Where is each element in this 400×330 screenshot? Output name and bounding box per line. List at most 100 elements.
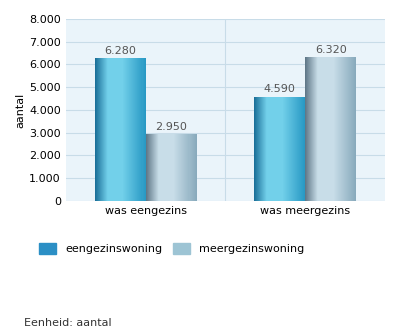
Bar	[353, 57, 354, 201]
Bar	[140, 58, 141, 201]
Bar	[170, 134, 171, 201]
Bar	[190, 134, 192, 201]
Bar	[327, 57, 328, 201]
Bar	[169, 134, 170, 201]
Bar	[190, 134, 191, 201]
Bar	[349, 57, 350, 201]
Bar	[290, 97, 291, 201]
Bar	[183, 134, 184, 201]
Bar	[111, 58, 112, 201]
Bar	[130, 58, 132, 201]
Bar	[138, 58, 140, 201]
Text: Eenheid: aantal: Eenheid: aantal	[24, 318, 112, 328]
Bar	[286, 97, 287, 201]
Bar	[154, 134, 155, 201]
Bar	[332, 57, 333, 201]
Bar	[265, 97, 266, 201]
Bar	[259, 97, 260, 201]
Bar	[192, 134, 193, 201]
Bar	[173, 134, 174, 201]
Bar	[294, 97, 295, 201]
Bar	[103, 58, 104, 201]
Bar	[158, 134, 159, 201]
Bar	[270, 97, 271, 201]
Bar	[278, 97, 279, 201]
Bar	[355, 57, 356, 201]
Bar	[194, 134, 195, 201]
Bar	[264, 97, 266, 201]
Bar	[280, 97, 281, 201]
Bar	[263, 97, 264, 201]
Bar	[106, 58, 107, 201]
Bar	[144, 58, 146, 201]
Bar	[262, 97, 264, 201]
Bar	[127, 58, 128, 201]
Legend: eengezinswoning, meergezinswoning: eengezinswoning, meergezinswoning	[40, 243, 304, 254]
Bar	[162, 134, 163, 201]
Bar	[120, 58, 121, 201]
Bar	[172, 134, 173, 201]
Bar	[109, 58, 110, 201]
Bar	[307, 57, 308, 201]
Bar	[148, 134, 149, 201]
Bar	[311, 57, 312, 201]
Bar	[325, 57, 326, 201]
Bar	[288, 97, 289, 201]
Bar	[136, 58, 138, 201]
Bar	[98, 58, 99, 201]
Bar	[107, 58, 108, 201]
Bar	[282, 97, 283, 201]
Bar	[261, 97, 262, 201]
Bar	[333, 57, 334, 201]
Bar	[336, 57, 337, 201]
Bar	[318, 57, 320, 201]
Bar	[125, 58, 126, 201]
Bar	[348, 57, 349, 201]
Bar	[152, 134, 153, 201]
Bar	[340, 57, 341, 201]
Bar	[281, 97, 282, 201]
Bar	[167, 134, 168, 201]
Bar	[260, 97, 262, 201]
Bar	[299, 97, 300, 201]
Bar	[98, 58, 100, 201]
Bar	[293, 97, 294, 201]
Text: 4.590: 4.590	[264, 84, 296, 94]
Bar	[266, 97, 268, 201]
Bar	[186, 134, 188, 201]
Y-axis label: aantal: aantal	[15, 92, 25, 128]
Bar	[163, 134, 164, 201]
Bar	[108, 58, 109, 201]
Bar	[337, 57, 338, 201]
Bar	[149, 134, 150, 201]
Bar	[159, 134, 160, 201]
Bar	[276, 97, 277, 201]
Bar	[274, 97, 276, 201]
Bar	[330, 57, 331, 201]
Bar	[150, 134, 151, 201]
Bar	[283, 97, 284, 201]
Bar	[177, 134, 178, 201]
Bar	[305, 57, 306, 201]
Bar	[168, 134, 169, 201]
Bar	[165, 134, 166, 201]
Bar	[298, 97, 299, 201]
Bar	[144, 58, 145, 201]
Bar	[320, 57, 321, 201]
Bar	[153, 134, 154, 201]
Bar	[255, 97, 256, 201]
Bar	[300, 97, 301, 201]
Bar	[318, 57, 319, 201]
Bar	[179, 134, 180, 201]
Bar	[146, 134, 147, 201]
Bar	[279, 97, 280, 201]
Bar	[160, 134, 161, 201]
Bar	[161, 134, 162, 201]
Bar	[335, 57, 336, 201]
Bar	[118, 58, 119, 201]
Bar	[301, 97, 302, 201]
Bar	[316, 57, 318, 201]
Bar	[350, 57, 351, 201]
Bar	[117, 58, 118, 201]
Bar	[184, 134, 186, 201]
